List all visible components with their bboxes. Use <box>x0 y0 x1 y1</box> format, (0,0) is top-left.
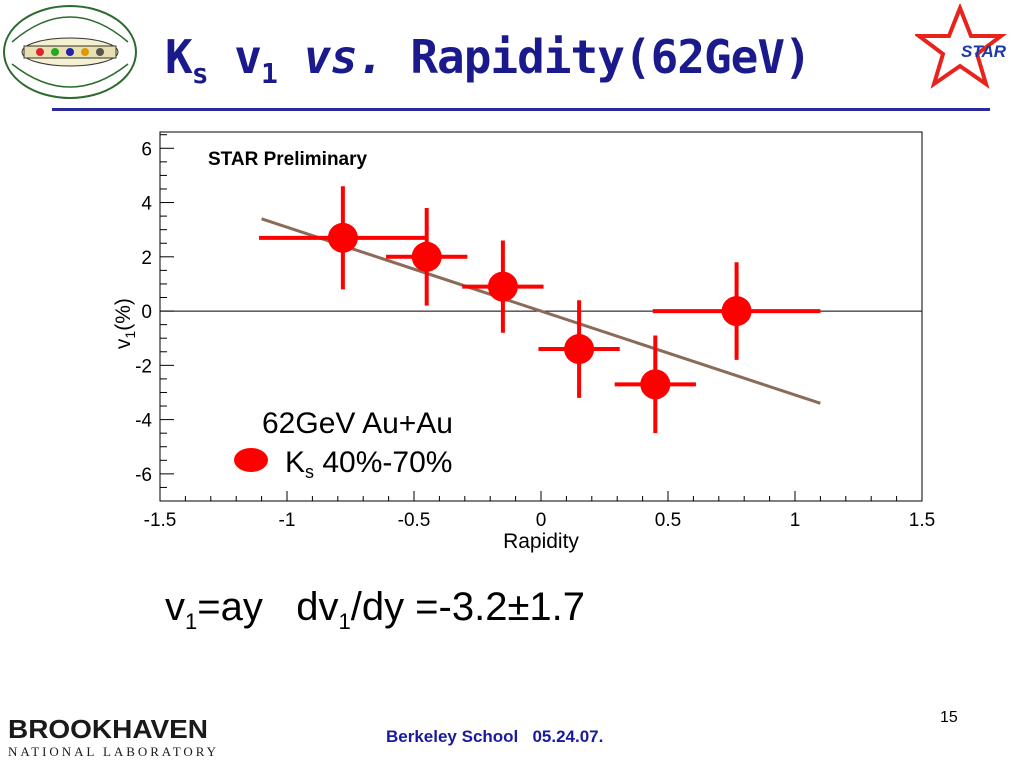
x-tick-label: -0.5 <box>398 510 431 531</box>
y-tick-label: 6 <box>141 139 152 160</box>
chart: -1.5 -1 -0.5 0 0.5 1 1.5-6-4-20246Rapidityv1(%… <box>112 131 935 553</box>
y-tick-label: -6 <box>135 465 152 486</box>
data-point <box>327 222 358 253</box>
x-axis-label: Rapidity <box>503 530 579 553</box>
y-axis-label-sub: 1 <box>122 331 138 339</box>
footer-text: Berkeley School 05.24.07. <box>386 727 604 746</box>
institute-logo <box>3 5 137 99</box>
data-point <box>721 296 752 327</box>
y-tick-label: 0 <box>141 302 152 323</box>
legend-marker <box>234 448 268 472</box>
data-point <box>564 334 595 365</box>
x-tick-label: 0.5 <box>655 510 681 531</box>
bnl-logo-text: BROOKHAVEN <box>8 714 208 744</box>
star-logo: STAR <box>915 4 1007 89</box>
data-point <box>411 241 442 272</box>
data-point <box>487 271 518 302</box>
x-tick-label: -1 <box>279 510 296 531</box>
x-tick-label: 1 <box>790 510 801 531</box>
legend-label: Ks 40%-70% <box>285 446 452 482</box>
data-point <box>640 369 671 400</box>
page-number: 15 <box>940 709 958 726</box>
preliminary-annotation: STAR Preliminary <box>208 149 368 170</box>
y-tick-label: 4 <box>141 194 152 215</box>
y-tick-label: -4 <box>135 411 152 432</box>
plot-frame <box>159 131 923 502</box>
x-tick-label: 0 <box>536 510 547 531</box>
slide-title: Ks v1 vs. Rapidity(62GeV) <box>165 30 812 91</box>
legend-header: 62GeV Au+Au <box>262 407 453 440</box>
bnl-logo-subtext: NATIONAL LABORATORY <box>8 744 217 759</box>
x-tick-label: -1.5 <box>144 510 177 531</box>
fit-line <box>261 217 821 405</box>
y-axis-label-main: v <box>112 338 135 349</box>
legend-label-rest: 40%-70% <box>314 446 452 479</box>
y-axis-label-rest: (%) <box>112 298 135 331</box>
brookhaven-logo: BROOKHAVEN NATIONAL LABORATORY <box>8 714 217 759</box>
y-tick-label: -2 <box>135 356 152 377</box>
y-tick-label: 2 <box>141 248 152 269</box>
title-divider <box>52 108 990 111</box>
x-tick-label: 1.5 <box>909 510 935 531</box>
legend-label-main: K <box>285 446 305 479</box>
fit-formula: v1=ay dv1/dy =-3.2±1.7 <box>165 585 586 634</box>
legend-label-sub: s <box>305 462 314 482</box>
star-logo-text: STAR <box>961 42 1007 61</box>
y-axis-label: v1(%) <box>112 298 138 349</box>
